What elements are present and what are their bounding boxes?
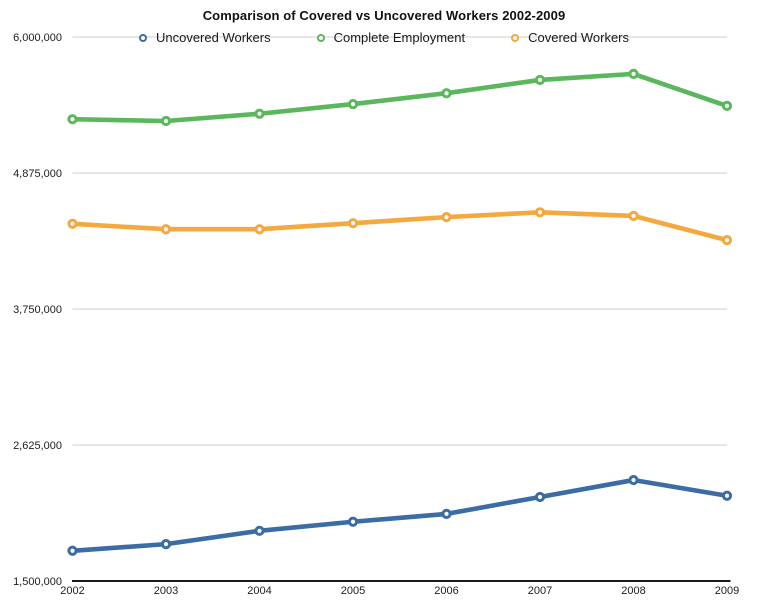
- legend-item-uncovered-workers: Uncovered Workers: [138, 30, 271, 45]
- data-point-complete-employment-2006: [441, 88, 452, 99]
- series-line-covered-workers: [70, 209, 730, 243]
- legend-label-complete-employment: Complete Employment: [333, 30, 466, 45]
- y-tick-label: 3,750,000: [13, 304, 62, 316]
- data-point-uncovered-workers-2006: [441, 508, 452, 520]
- legend-item-complete-employment: Complete Employment: [316, 30, 466, 45]
- y-tick-label: 2,625,000: [13, 440, 62, 452]
- data-point-covered-workers-2005: [347, 218, 359, 229]
- data-point-complete-employment-2002: [67, 114, 78, 125]
- data-point-covered-workers-2004: [254, 224, 265, 235]
- data-point-covered-workers-2006: [441, 212, 452, 223]
- x-tick-label: 2003: [154, 585, 178, 597]
- data-point-uncovered-workers-2007: [534, 491, 546, 503]
- data-point-covered-workers-2003: [160, 224, 172, 235]
- data-point-covered-workers-2002: [67, 218, 78, 229]
- legend-label-covered-workers: Covered Workers: [528, 30, 630, 45]
- data-point-covered-workers-2008: [628, 210, 639, 222]
- data-point-complete-employment-2004: [254, 108, 265, 119]
- data-point-uncovered-workers-2008: [628, 474, 639, 486]
- x-tick-label: 2005: [341, 585, 365, 597]
- legend-label-uncovered-workers: Uncovered Workers: [155, 30, 271, 45]
- x-tick-label: 2006: [434, 585, 458, 597]
- y-tick-label: 1,500,000: [13, 576, 62, 588]
- legend-item-covered-workers: Covered Workers: [511, 30, 629, 45]
- data-point-uncovered-workers-2003: [160, 539, 172, 550]
- uncovered-workers-marker-icon: [138, 33, 147, 42]
- data-point-uncovered-workers-2002: [67, 545, 78, 556]
- data-point-complete-employment-2009: [721, 100, 733, 112]
- data-point-complete-employment-2005: [347, 98, 359, 110]
- data-point-covered-workers-2009: [721, 234, 733, 246]
- x-tick-label: 2007: [528, 585, 552, 597]
- data-point-uncovered-workers-2004: [254, 525, 265, 536]
- series-line-complete-employment: [70, 71, 730, 124]
- x-tick-label: 2002: [60, 585, 84, 597]
- x-tick-label: 2009: [715, 585, 739, 597]
- data-point-complete-employment-2008: [628, 68, 639, 79]
- y-tick-label: 4,875,000: [13, 168, 62, 180]
- complete-employment-marker-icon: [316, 33, 325, 42]
- data-point-uncovered-workers-2005: [347, 516, 359, 527]
- chart-title: Comparison of Covered vs Uncovered Worke…: [202, 8, 566, 23]
- x-tick-label: 2008: [621, 585, 645, 597]
- data-point-uncovered-workers-2009: [721, 490, 733, 501]
- data-point-covered-workers-2007: [534, 207, 546, 218]
- series-line-uncovered-workers: [70, 477, 730, 554]
- data-point-complete-employment-2007: [534, 74, 546, 86]
- y-tick-label: 6,000,000: [13, 32, 62, 44]
- legend: Uncovered Workers Complete Employment Co…: [0, 30, 768, 45]
- x-tick-label: 2004: [247, 585, 271, 597]
- data-point-complete-employment-2003: [160, 115, 172, 127]
- covered-workers-marker-icon: [511, 33, 520, 42]
